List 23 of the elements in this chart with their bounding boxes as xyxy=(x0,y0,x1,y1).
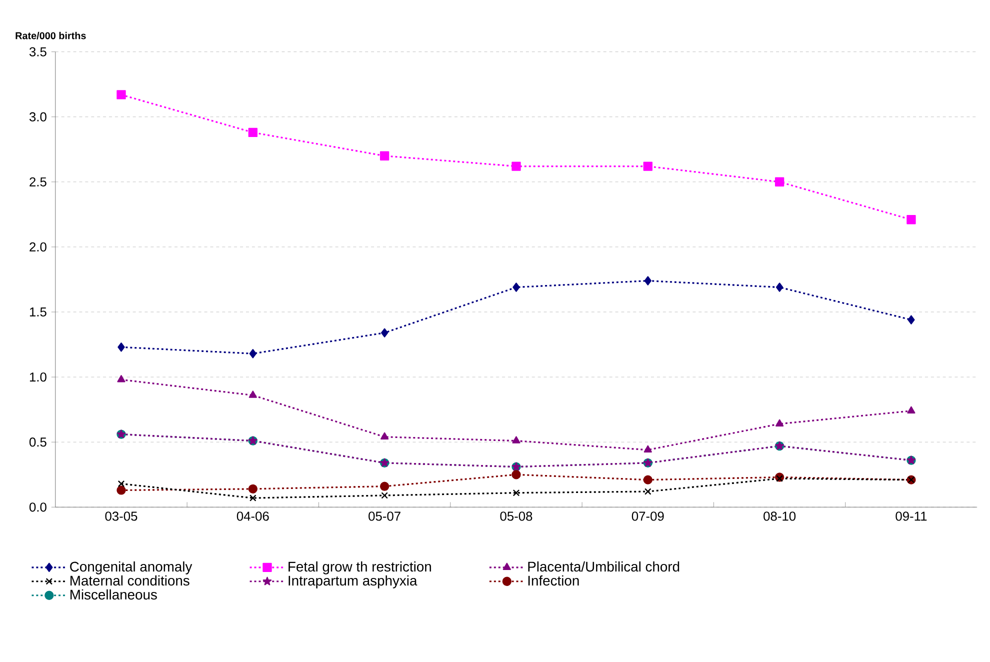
x-tick-label: 07-09 xyxy=(632,512,664,521)
x-tick-label: 05-07 xyxy=(368,512,400,521)
y-tick-label: 2.0 xyxy=(30,242,46,252)
legend-label: Miscellaneous xyxy=(70,590,157,600)
y-tick-label: 2.5 xyxy=(30,178,46,187)
y-tick-label: 3.5 xyxy=(29,47,46,57)
y-tick-label: 0.5 xyxy=(29,438,46,447)
x-tick-label: 09-11 xyxy=(896,512,927,521)
legend-label: Congenital anomaly xyxy=(70,562,192,575)
legend-label: Maternal conditions xyxy=(70,576,190,586)
legend-label: Fetal grow th restriction xyxy=(288,562,431,575)
x-tick-label: 04-06 xyxy=(236,512,269,521)
x-tick-label: 05-08 xyxy=(500,512,532,521)
y-tick-label: 1.5 xyxy=(30,308,46,317)
legend-label: Placenta/Umbilical chord xyxy=(528,562,680,572)
legend-label: Intrapartum asphyxia xyxy=(288,576,418,589)
y-tick-label: 3.0 xyxy=(29,112,46,122)
y-tick-label: 0.0 xyxy=(29,502,46,512)
legend-label: Infection xyxy=(528,576,579,586)
x-tick-label: 08-10 xyxy=(764,512,796,521)
y-axis-title: Rate/000 births xyxy=(16,32,86,40)
y-tick-label: 1.0 xyxy=(30,372,46,382)
x-tick-label: 03-05 xyxy=(105,512,138,521)
